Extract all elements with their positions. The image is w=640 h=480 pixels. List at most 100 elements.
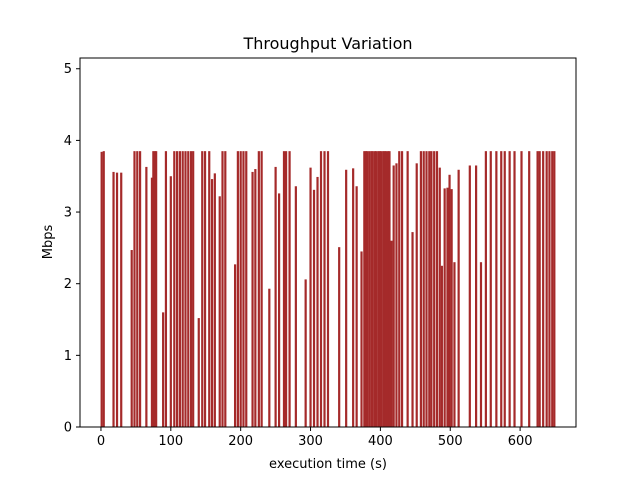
throughput-bar — [377, 151, 380, 427]
throughput-bar — [363, 151, 366, 427]
throughput-bar — [201, 151, 204, 427]
throughput-bar — [176, 151, 179, 427]
throughput-bar — [422, 151, 425, 427]
throughput-bar — [443, 188, 446, 427]
throughput-bar — [260, 151, 263, 427]
throughput-bar — [475, 165, 478, 428]
throughput-bar — [489, 151, 492, 427]
throughput-bar — [440, 265, 443, 427]
throughput-bar — [382, 151, 385, 427]
throughput-bar — [316, 176, 319, 427]
throughput-bar — [178, 151, 181, 427]
throughput-bar — [383, 151, 386, 427]
throughput-bar — [395, 163, 398, 427]
throughput-bar — [312, 189, 316, 427]
throughput-bar — [364, 151, 367, 427]
throughput-bar — [192, 151, 195, 427]
throughput-bar — [213, 173, 216, 427]
throughput-bar — [508, 151, 511, 427]
x-tick-label: 600 — [508, 434, 533, 449]
throughput-bar — [257, 151, 260, 427]
y-tick-label: 5 — [64, 62, 72, 77]
throughput-bar — [278, 193, 281, 427]
throughput-bar — [224, 151, 227, 427]
throughput-bar — [184, 151, 187, 427]
throughput-bar — [370, 151, 373, 427]
throughput-bar — [189, 151, 193, 427]
throughput-bar — [495, 151, 498, 427]
throughput-bar — [513, 151, 516, 427]
throughput-bar — [503, 151, 506, 427]
throughput-bar — [239, 151, 242, 427]
y-tick-label: 2 — [64, 277, 72, 292]
throughput-bar — [419, 151, 423, 427]
throughput-bar — [453, 262, 456, 427]
x-tick-label: 200 — [228, 434, 253, 449]
throughput-bar — [115, 172, 119, 427]
throughput-bar — [386, 151, 390, 427]
throughput-bar — [197, 318, 200, 427]
throughput-bar — [538, 151, 541, 427]
throughput-bar — [553, 151, 556, 427]
y-tick-label: 3 — [64, 206, 72, 221]
throughput-bar — [438, 167, 441, 427]
throughput-bar — [415, 163, 418, 427]
throughput-bar — [100, 151, 103, 428]
x-tick-label: 100 — [158, 434, 183, 449]
throughput-bar — [542, 151, 545, 427]
throughput-bar — [187, 151, 190, 427]
throughput-bar — [545, 151, 548, 427]
y-tick-label: 0 — [64, 421, 72, 436]
throughput-bar — [138, 151, 142, 427]
throughput-bar — [208, 151, 211, 427]
throughput-bar — [130, 250, 133, 427]
throughput-bar — [435, 151, 439, 427]
throughput-bar — [251, 171, 254, 427]
throughput-bar — [433, 151, 436, 427]
throughput-bar — [500, 151, 503, 427]
x-tick-label: 500 — [438, 434, 463, 449]
x-tick-label: 300 — [298, 434, 323, 449]
throughput-bar — [155, 151, 158, 427]
throughput-bar — [164, 151, 168, 427]
bars-layer — [100, 151, 556, 428]
throughput-bar — [400, 151, 404, 427]
y-tick-label: 1 — [64, 349, 72, 364]
throughput-bar — [210, 179, 214, 427]
x-axis-ticks: 0 100 200 300 400 500 600 — [97, 427, 533, 449]
throughput-bar — [152, 151, 155, 427]
throughput-bar — [375, 151, 378, 427]
throughput-bar — [304, 279, 307, 427]
throughput-bar — [384, 151, 388, 427]
throughput-bar — [355, 186, 358, 427]
x-tick-label: 400 — [368, 434, 393, 449]
throughput-bar — [390, 240, 393, 427]
throughput-bar — [288, 151, 291, 427]
throughput-bar — [245, 151, 248, 427]
throughput-bar — [181, 151, 184, 427]
throughput-bar — [371, 151, 374, 427]
throughput-bar — [233, 264, 237, 427]
throughput-bar — [274, 166, 277, 427]
throughput-bar — [145, 166, 148, 427]
throughput-bar — [536, 151, 539, 427]
throughput-bar — [153, 151, 156, 427]
throughput-bar — [218, 196, 221, 427]
throughput-bar — [236, 151, 239, 427]
throughput-bar — [162, 312, 165, 427]
throughput-bar — [450, 189, 453, 427]
throughput-bar — [338, 247, 341, 427]
throughput-bar — [406, 151, 409, 427]
throughput-bar — [446, 187, 449, 427]
throughput-bar — [520, 151, 523, 427]
throughput-bar — [309, 167, 312, 427]
throughput-bar — [373, 151, 376, 427]
throughput-bar — [173, 151, 176, 427]
plot-frame — [79, 57, 577, 428]
throughput-bar — [169, 176, 172, 427]
throughput-bar — [366, 151, 369, 427]
throughput-bar — [319, 151, 323, 427]
throughput-bar — [360, 251, 363, 427]
throughput-bar — [326, 151, 330, 427]
